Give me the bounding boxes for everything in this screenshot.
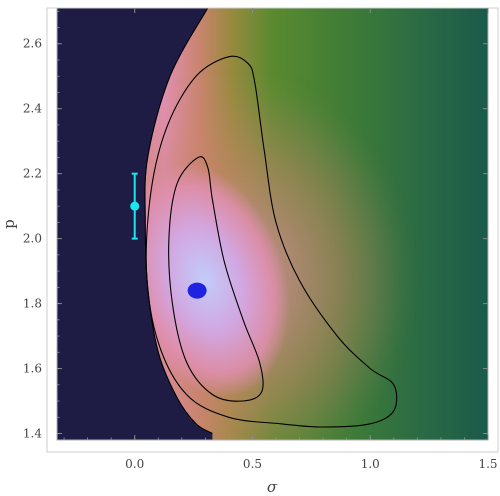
y-tick-label: 1.4: [23, 427, 42, 441]
contour-middle: [145, 55, 398, 428]
x-tick-label: 1.5: [478, 457, 497, 471]
contour-inner: [168, 156, 264, 402]
heatmap-core: [120, 163, 290, 397]
x-tick-label: 0.0: [125, 457, 144, 471]
x-tick-label: 1.0: [361, 457, 380, 471]
y-tick-label: 2.4: [23, 102, 42, 116]
heatmap: [57, 8, 488, 440]
y-tick-label: 2.6: [23, 37, 42, 51]
outer-frame: [46, 7, 499, 453]
y-tick-label: 1.6: [23, 362, 42, 376]
y-axis-label: p: [0, 219, 18, 229]
x-axis: 0.0 0.5 1.0 1.5: [63, 8, 498, 471]
best-fit-point: [187, 282, 207, 299]
x-axis-label: σ: [267, 478, 278, 496]
y-tick-label: 2.0: [23, 232, 42, 246]
reference-point: [130, 201, 140, 211]
contour-boundary: [144, 8, 213, 434]
y-tick-label: 2.2: [23, 167, 42, 181]
y-tick-label: 1.8: [23, 297, 42, 311]
contour-group: [144, 8, 398, 434]
x-tick-label: 0.5: [243, 457, 262, 471]
y-axis: 1.4 1.6 1.8 2.0 2.2 2.4 2.6: [23, 10, 488, 441]
marker-group: [130, 172, 207, 299]
